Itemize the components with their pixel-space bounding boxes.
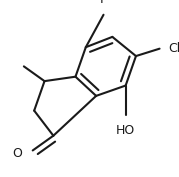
Text: HO: HO (116, 124, 135, 137)
Text: Cl: Cl (168, 42, 179, 55)
Text: F: F (100, 0, 107, 6)
Text: O: O (13, 147, 22, 160)
